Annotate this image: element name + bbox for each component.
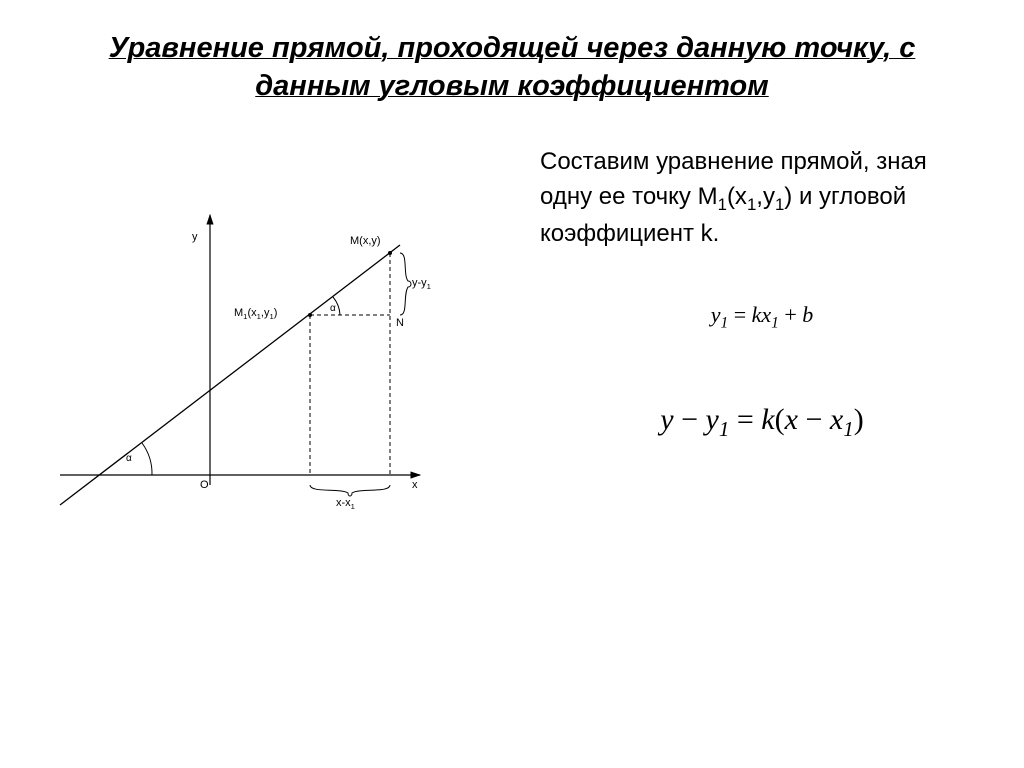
label-alpha1: α [330,303,336,314]
equation-1: y1 = kx1 + b [540,302,984,332]
label-M1: М1(х1,у1) [234,307,277,321]
label-origin: О [200,479,209,491]
equation-2: y − y1 = k(x − x1) [540,403,984,442]
geometry-diagram: у х О М(х,у) М1(х1,у1) N α α у-у1 х-х1 [40,195,460,535]
diagram-column: у х О М(х,у) М1(х1,у1) N α α у-у1 х-х1 [40,135,510,535]
slide-title: Уравнение прямой, проходящей через данну… [0,0,1024,125]
label-N: N [396,317,404,329]
description-paragraph: Составим уравнение прямой, зная одну ее … [540,145,984,252]
label-x-axis: х [412,479,418,491]
label-yy1: у-у1 [412,277,431,291]
title-text: Уравнение прямой, проходящей через данну… [109,32,916,102]
label-alpha2: α [126,453,132,464]
label-xx1: х-х1 [336,497,355,511]
content-area: у х О М(х,у) М1(х1,у1) N α α у-у1 х-х1 С… [0,125,1024,545]
label-M: М(х,у) [350,235,381,247]
label-y-axis: у [192,231,198,243]
text-column: Составим уравнение прямой, зная одну ее … [510,135,984,535]
